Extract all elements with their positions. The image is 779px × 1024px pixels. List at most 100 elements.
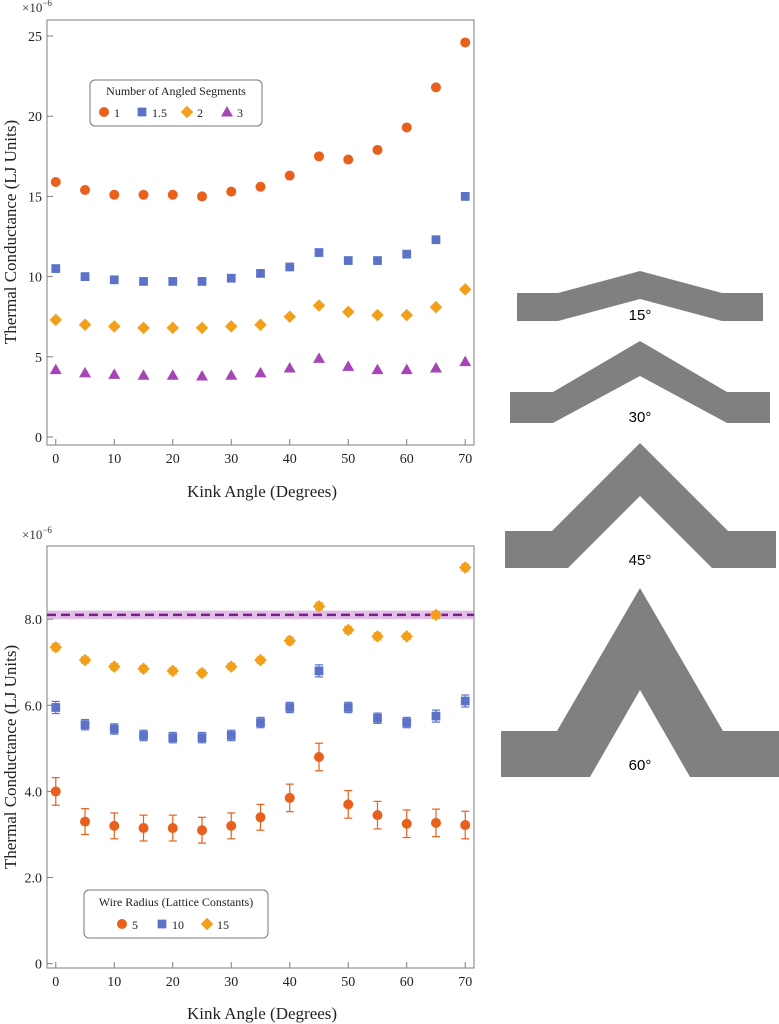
- legend-marker: [137, 107, 147, 117]
- data-point: [314, 248, 324, 257]
- data-point: [400, 630, 413, 643]
- data-point: [429, 362, 442, 373]
- data-point: [371, 308, 384, 322]
- data-point: [168, 733, 178, 742]
- wire-shape-15: 15°: [517, 271, 763, 324]
- data-point: [401, 818, 412, 829]
- wire-shape-45: 45°: [505, 443, 776, 569]
- y-tick-label: 0: [35, 431, 42, 446]
- legend-label: 5: [132, 918, 138, 932]
- data-point: [343, 799, 354, 810]
- data-point: [431, 711, 441, 721]
- x-tick-label: 0: [52, 975, 59, 990]
- y-tick-label: 20: [28, 110, 42, 125]
- data-point: [371, 630, 384, 643]
- y-tick-label: 25: [28, 30, 42, 45]
- data-point: [225, 369, 238, 380]
- data-point: [108, 368, 121, 379]
- data-point: [137, 369, 150, 380]
- series-1.5: [51, 192, 470, 286]
- wire-shape-30: 30°: [510, 341, 770, 426]
- data-point: [284, 792, 295, 803]
- legend-bottom: Wire Radius (Lattice Constants) 5 10 15: [83, 889, 269, 939]
- data-point: [109, 189, 120, 200]
- data-point: [197, 191, 208, 202]
- legend-label: 15: [217, 918, 229, 932]
- data-point: [342, 360, 355, 371]
- y-tick-label: 15: [28, 190, 42, 205]
- wire-45-label: 45°: [629, 552, 652, 569]
- plot-frame-top: [46, 19, 475, 446]
- data-point: [314, 666, 324, 676]
- data-point: [108, 320, 121, 333]
- wire-30-label: 30°: [629, 409, 652, 426]
- data-point: [372, 144, 383, 155]
- data-point: [80, 272, 90, 281]
- legend-item-1: 1: [99, 106, 120, 120]
- data-point: [196, 370, 209, 381]
- legend-item-1.5: 1.5: [137, 106, 167, 120]
- data-point: [256, 269, 265, 278]
- data-point: [458, 283, 472, 296]
- data-point: [166, 664, 180, 678]
- legend-label: 10: [172, 918, 184, 932]
- x-tick-label: 70: [458, 452, 472, 467]
- data-point: [167, 823, 178, 834]
- data-point: [226, 273, 236, 283]
- legend-marker: [99, 107, 109, 117]
- data-point: [108, 660, 121, 673]
- data-point: [285, 262, 295, 272]
- plot-frame-bottom: [46, 545, 475, 969]
- data-point: [80, 816, 91, 827]
- data-point: [460, 192, 470, 201]
- data-point: [166, 321, 180, 335]
- legend-marker: [117, 919, 127, 929]
- data-point: [400, 308, 413, 322]
- data-point: [373, 713, 382, 723]
- data-point: [49, 363, 62, 375]
- legend-item-10: 10: [157, 918, 184, 932]
- x-tick-label: 20: [166, 975, 180, 990]
- y-axis-title-bottom: Thermal Conductance (LJ Units): [1, 645, 20, 869]
- wire-shape-diagrams: 15° 30° 45° 60°: [501, 271, 779, 777]
- data-point: [139, 277, 148, 286]
- legend-title-bottom: Wire Radius (Lattice Constants): [99, 895, 253, 909]
- y-tick-label: 0: [35, 958, 42, 973]
- wire-45-shape: [505, 443, 776, 568]
- data-point: [195, 321, 209, 335]
- y-tick-label: 10: [28, 271, 42, 286]
- chart-bottom: ×10−6 0 2.0 4.0 6.0 8.0 0 10 20 30 40 50 60 70 Kink…: [1, 525, 475, 1023]
- x-tick-label: 10: [107, 452, 121, 467]
- data-point: [49, 640, 63, 654]
- data-point: [138, 823, 149, 834]
- data-point: [429, 300, 443, 314]
- y-tick-label: 5: [35, 351, 42, 366]
- x-tick-label: 20: [166, 452, 180, 467]
- legend-item-3: 3: [221, 106, 243, 120]
- data-point: [139, 731, 148, 740]
- data-point: [313, 752, 324, 762]
- data-point: [197, 733, 207, 742]
- data-point: [254, 653, 267, 667]
- data-point: [225, 660, 238, 673]
- data-point: [459, 355, 472, 367]
- x-tick-label: 60: [400, 452, 414, 467]
- data-point: [255, 812, 266, 823]
- data-point: [197, 825, 208, 836]
- data-point: [343, 703, 353, 712]
- x-tick-label: 30: [224, 975, 238, 990]
- data-point: [458, 561, 472, 574]
- series-5: [50, 742, 471, 844]
- data-point: [51, 264, 61, 273]
- multiplier-label-bottom: ×10−6: [22, 525, 52, 542]
- legend-box-bottom: [83, 889, 269, 939]
- data-point: [50, 786, 61, 797]
- legend-label: 2: [197, 106, 203, 120]
- data-point: [197, 277, 207, 286]
- data-point: [137, 662, 150, 675]
- series-2: [49, 283, 472, 335]
- data-point: [80, 720, 90, 730]
- wire-60-label: 60°: [629, 757, 652, 774]
- legend-item-2: 2: [180, 105, 203, 120]
- wire-15-shape: [517, 271, 763, 321]
